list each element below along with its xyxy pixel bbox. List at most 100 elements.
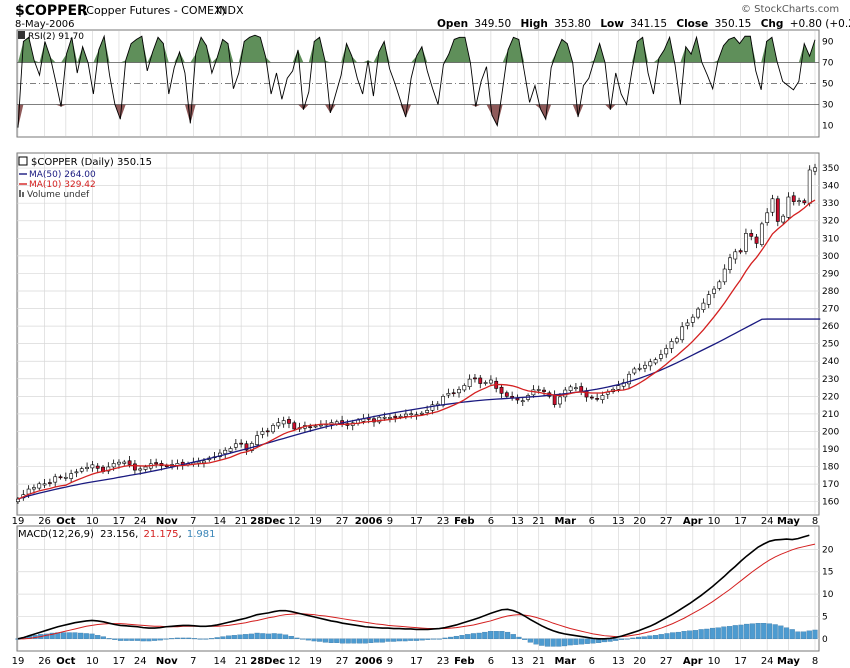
chart-header: $COPPER (Copper Futures - COMEX) INDX 8-… [15, 3, 850, 30]
macd-histogram-bar [567, 638, 573, 646]
candle [223, 449, 228, 454]
macd-histogram-bar [732, 625, 738, 639]
x-tick-label: 9 [387, 656, 393, 667]
rsi-line [17, 34, 816, 128]
candle [32, 487, 36, 490]
macd-histogram-bar [783, 627, 790, 639]
price-series [16, 163, 821, 504]
candle [595, 398, 600, 400]
price-tick-label: 250 [822, 340, 839, 350]
macd-histogram-bar [402, 638, 408, 642]
ma10-line [17, 199, 816, 500]
low-label: Low [600, 18, 624, 30]
macd-histogram-bar [243, 634, 249, 639]
x-tick-label: 9 [387, 516, 393, 527]
candle [255, 435, 260, 445]
candle [664, 348, 669, 355]
volume-legend: Volume undef [27, 190, 90, 200]
macd-histogram-bar [738, 624, 744, 639]
price-tick-label: 210 [822, 410, 839, 420]
candle [202, 460, 206, 464]
candle [47, 482, 52, 484]
x-tick-label: 26 [38, 656, 51, 667]
macd-histogram-bar [106, 638, 112, 640]
candle [382, 416, 387, 419]
x-tick-label: 28Dec [250, 516, 285, 527]
macd-histogram-bar [100, 636, 106, 639]
candle [106, 466, 111, 472]
rsi-legend: RSI(2) 91.70 [18, 31, 84, 42]
macd-histogram-bar [772, 624, 778, 639]
price-tick-label: 300 [822, 252, 839, 262]
macd-histogram-bar [83, 633, 89, 639]
price-tick-label: 170 [822, 480, 839, 490]
x-tick-label: Apr [683, 656, 703, 667]
candle [467, 378, 472, 387]
x-tick-label: 2006 [355, 516, 383, 527]
macd-histogram-bar [300, 638, 306, 640]
macd-histogram-bar [60, 632, 67, 639]
macd-signal-value: 21.175 [144, 529, 179, 540]
macd-histogram-bar [681, 631, 687, 639]
macd-histogram-bar [374, 638, 380, 643]
macd-histogram-bar [134, 638, 141, 641]
macd-histogram-bar [670, 632, 676, 639]
macd-histogram-bar [812, 629, 818, 639]
candle [712, 288, 716, 294]
macd-histogram-bar [687, 630, 693, 639]
x-tick-label: 24 [761, 516, 774, 527]
candle [759, 223, 764, 245]
macd-histogram-bar [630, 637, 636, 639]
macd-histogram-bar [533, 638, 539, 645]
macd-label: MACD(12,26,9) [18, 529, 94, 540]
macd-histogram-bar [499, 631, 505, 639]
price-tick-label: 340 [822, 182, 839, 192]
macd-histogram-bar [220, 636, 226, 639]
chart-date: 8-May-2006 [15, 19, 75, 30]
volume-legend-icon [22, 192, 24, 197]
x-tick-label: 7 [190, 656, 196, 667]
x-tick-label: May [777, 516, 800, 527]
rsi-tick-label: 30 [822, 101, 834, 111]
x-tick-label: Feb [454, 656, 474, 667]
x-tick-label: 17 [113, 656, 126, 667]
price-tick-label: 200 [822, 427, 839, 437]
x-tick-label: Oct [56, 516, 75, 527]
x-tick-label: 19 [12, 656, 25, 667]
x-tick-label: 20 [633, 516, 646, 527]
low-value: 341.15 [630, 18, 667, 30]
symbol-description: (Copper Futures - COMEX) [82, 4, 226, 17]
macd-histogram-bar [761, 623, 767, 639]
macd-histogram-bar [658, 634, 664, 639]
macd-histogram-bar [123, 638, 129, 641]
macd-histogram-bar [436, 638, 442, 640]
macd-histogram-bar [635, 636, 642, 639]
candle [781, 215, 786, 223]
candle [95, 465, 100, 469]
macd-histogram-bar [448, 636, 454, 639]
macd-histogram-bar [317, 638, 323, 642]
price-tick-label: 330 [822, 199, 839, 209]
candle [372, 418, 376, 423]
candle [292, 422, 297, 430]
macd-histogram-bar [396, 638, 402, 642]
price-tick-label: 180 [822, 463, 839, 473]
ma50-line [17, 318, 821, 500]
macd-histogram-bar [613, 638, 619, 641]
macd-tick-label: 5 [822, 612, 828, 622]
macd-line [17, 534, 810, 640]
macd-histogram-bar [749, 623, 755, 639]
macd-histogram-bar [66, 632, 72, 639]
close-label: Close [676, 18, 708, 30]
rsi-tick-label: 10 [822, 122, 834, 132]
macd-histogram-bar [744, 623, 750, 639]
macd-value: 23.156 [100, 529, 135, 540]
candle [446, 393, 451, 396]
candle [520, 400, 525, 403]
macd-histogram-bar [157, 638, 163, 641]
candle [797, 200, 801, 203]
macd-histogram-bar [698, 629, 704, 639]
macd-histogram-bar [727, 626, 733, 639]
candle [579, 386, 584, 392]
candle [127, 460, 132, 465]
